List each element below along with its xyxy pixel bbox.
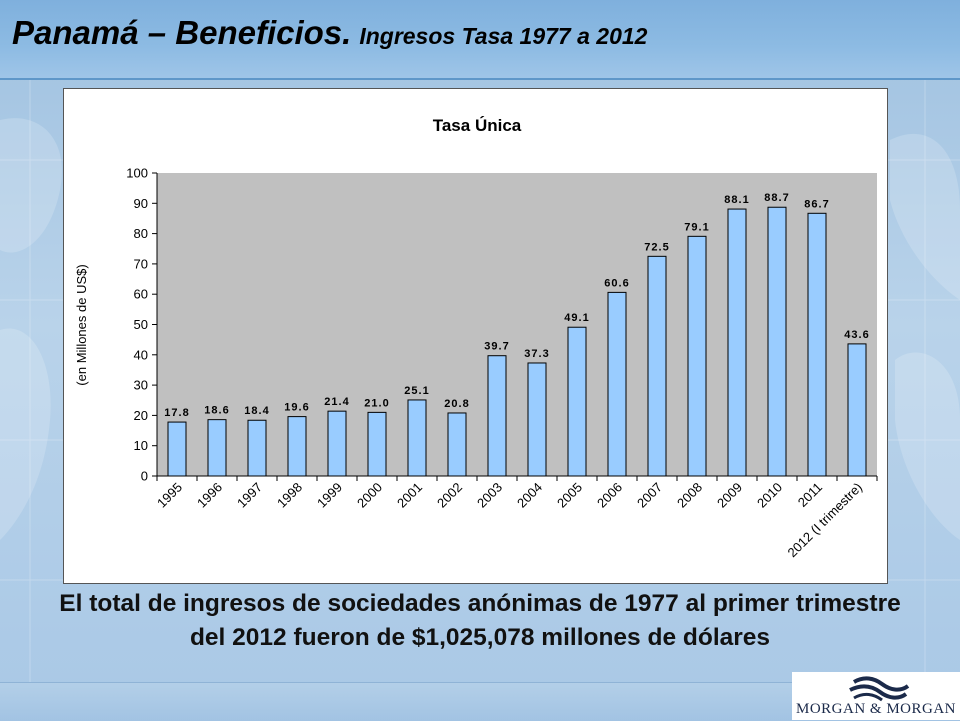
x-tick-label: 2007	[634, 480, 665, 511]
company-logo: MORGAN & MORGAN	[792, 672, 960, 720]
x-tick-label: 1999	[314, 480, 345, 511]
bar-2006	[607, 291, 627, 477]
bar-1997	[247, 419, 267, 477]
y-tick-label: 30	[134, 378, 148, 393]
bar-1995	[167, 421, 187, 477]
bar-value-label: 20.8	[444, 398, 469, 410]
bar-value-label: 88.7	[764, 192, 789, 204]
bar-value-label: 86.7	[804, 198, 829, 210]
x-tick-label: 1996	[194, 480, 225, 511]
y-axis-label: (en Millones de US$)	[74, 264, 89, 385]
y-tick-label: 60	[134, 287, 148, 302]
bar-value-label: 37.3	[524, 348, 549, 360]
bar-value-label: 25.1	[404, 385, 429, 397]
y-tick-label: 90	[134, 196, 148, 211]
title-bar: Panamá – Beneficios. Ingresos Tasa 1977 a…	[0, 0, 960, 80]
chart-title: Tasa Única	[433, 116, 522, 135]
bar-value-label: 17.8	[164, 407, 189, 419]
y-tick-label: 40	[134, 347, 148, 362]
bar-2012	[847, 343, 867, 477]
bar-value-label: 43.6	[844, 329, 869, 341]
bar-2011	[807, 212, 827, 477]
x-tick-label: 1995	[154, 480, 185, 511]
bar-2000	[367, 411, 387, 477]
x-tick-label: 2000	[354, 480, 385, 511]
bar-chart: Tasa Única (en Millones de US$) 0 10 20 30 4…	[74, 116, 878, 561]
x-tick-label: 2011	[795, 480, 825, 510]
y-tick-label: 10	[134, 438, 148, 453]
x-tick-label: 2010	[754, 480, 785, 511]
bar-value-label: 49.1	[564, 312, 589, 324]
x-tick-label: 2004	[514, 480, 545, 511]
slide-title-sub: Ingresos Tasa 1977 a 2012	[359, 23, 648, 49]
summary-text: El total de ingresos de sociedades anóni…	[59, 590, 901, 651]
plot-area: 0 10 20 30 40 50 60 70 80 90 100 17.8 1995 18.6 1996 18…	[126, 166, 878, 561]
bar-2010	[767, 206, 787, 477]
x-tick-label: 2008	[674, 480, 705, 511]
logo-text: MORGAN & MORGAN	[795, 701, 956, 717]
y-tick-label: 20	[134, 408, 148, 423]
chart-area: Tasa Única (en Millones de US$) 0 10 20 30 4…	[63, 88, 888, 584]
bar-value-label: 18.6	[204, 405, 229, 417]
x-tick-label: 2002	[434, 480, 465, 511]
bar-value-label: 18.4	[244, 405, 269, 417]
bar-2005	[567, 326, 587, 477]
bar-2008	[687, 235, 707, 477]
logo-mark-icon	[849, 676, 910, 702]
bar-value-label: 21.4	[324, 396, 349, 408]
y-tick-label: 100	[126, 166, 148, 181]
bar-2001	[407, 399, 427, 477]
bar-value-label: 19.6	[284, 402, 309, 414]
bar-2003	[487, 355, 507, 477]
bar-value-label: 72.5	[644, 241, 669, 253]
x-tick-label: 2006	[594, 480, 625, 511]
bar-value-label: 60.6	[604, 277, 629, 289]
bar-2004	[527, 362, 547, 477]
y-tick-label: 70	[134, 256, 148, 271]
slide-title: Panamá – Beneficios. Ingresos Tasa 1977 a…	[12, 14, 647, 52]
bar-2009	[727, 208, 747, 477]
bar-1999	[327, 410, 347, 477]
x-tick-label: 1997	[234, 480, 265, 511]
y-tick-label: 0	[141, 469, 148, 484]
slide-title-main: Panamá – Beneficios.	[12, 14, 352, 51]
bar-value-label: 79.1	[684, 221, 709, 233]
x-tick-label: 2001	[394, 480, 425, 511]
y-tick-label: 50	[134, 317, 148, 332]
x-tick-label: 1998	[274, 480, 305, 511]
x-tick-label: 2009	[714, 480, 745, 511]
plot-background	[157, 173, 877, 476]
bar-1996	[207, 419, 227, 477]
x-tick-label: 2003	[474, 480, 505, 511]
bar-value-label: 21.0	[364, 397, 389, 409]
y-tick-label: 80	[134, 226, 148, 241]
bar-2002	[447, 412, 467, 477]
bar-2007	[647, 255, 667, 477]
x-tick-label: 2005	[554, 480, 585, 511]
bar-value-label: 88.1	[724, 194, 749, 206]
bar-1998	[287, 416, 307, 477]
bar-value-label: 39.7	[484, 341, 509, 353]
x-tick-label: 2012 (I trimestre)	[785, 480, 866, 561]
